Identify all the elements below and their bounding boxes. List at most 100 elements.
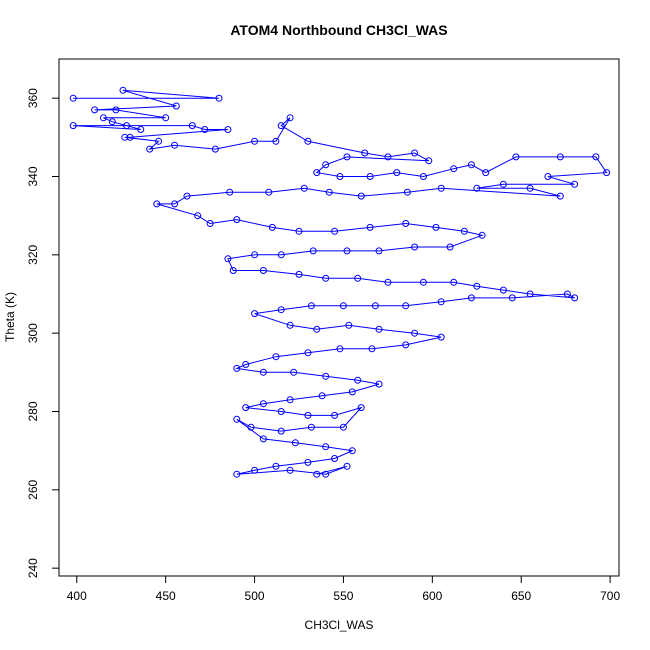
data-point bbox=[309, 247, 317, 255]
data-point bbox=[265, 188, 273, 196]
data-point bbox=[322, 443, 330, 451]
data-point bbox=[571, 294, 579, 302]
data-point bbox=[402, 341, 410, 349]
data-point bbox=[512, 153, 520, 161]
data-point bbox=[499, 180, 507, 188]
data-point bbox=[348, 388, 356, 396]
y-tick-label: 260 bbox=[26, 480, 40, 500]
data-point bbox=[155, 137, 163, 145]
series-line bbox=[73, 89, 608, 475]
data-point bbox=[419, 278, 427, 286]
x-tick-label: 700 bbox=[600, 589, 620, 603]
data-point bbox=[419, 173, 427, 180]
data-point bbox=[91, 106, 99, 114]
data-point bbox=[473, 282, 481, 290]
data-point bbox=[556, 192, 564, 200]
data-point bbox=[331, 455, 339, 462]
y-tick-label: 280 bbox=[26, 401, 40, 421]
data-point bbox=[259, 435, 267, 443]
y-tick-label: 240 bbox=[26, 558, 40, 578]
data-point bbox=[371, 302, 379, 310]
data-point bbox=[247, 423, 255, 431]
data-point bbox=[393, 169, 401, 177]
data-point bbox=[153, 200, 161, 208]
data-point bbox=[123, 122, 131, 130]
data-point bbox=[343, 153, 351, 161]
data-point bbox=[450, 278, 458, 286]
data-point bbox=[172, 102, 180, 110]
data-point bbox=[437, 298, 445, 306]
data-point bbox=[233, 216, 241, 224]
data-point bbox=[304, 349, 312, 357]
data-point bbox=[402, 302, 410, 310]
data-point bbox=[286, 114, 294, 122]
y-axis-label: Theta (K) bbox=[3, 292, 17, 342]
data-point bbox=[339, 302, 347, 310]
data-point bbox=[411, 149, 419, 157]
y-tick-label: 300 bbox=[26, 323, 40, 343]
data-point bbox=[226, 188, 234, 196]
data-point bbox=[345, 321, 353, 329]
x-tick-label: 400 bbox=[67, 589, 87, 603]
data-point bbox=[224, 255, 232, 263]
data-point bbox=[268, 223, 276, 231]
data-point bbox=[318, 392, 326, 400]
data-point bbox=[112, 106, 120, 114]
data-point bbox=[603, 169, 611, 177]
data-point bbox=[339, 423, 347, 431]
data-point bbox=[544, 173, 552, 180]
data-point bbox=[295, 227, 303, 235]
y-tick-label: 360 bbox=[26, 88, 40, 108]
data-point bbox=[277, 122, 285, 130]
data-point bbox=[446, 243, 454, 251]
data-point bbox=[425, 157, 433, 165]
data-point bbox=[126, 133, 134, 141]
data-point bbox=[304, 137, 312, 145]
data-point bbox=[313, 470, 321, 478]
data-point bbox=[137, 126, 145, 133]
data-point bbox=[259, 400, 267, 408]
data-point bbox=[437, 333, 445, 341]
data-point bbox=[69, 122, 77, 130]
data-point bbox=[460, 227, 468, 235]
data-point bbox=[357, 192, 365, 200]
data-point bbox=[467, 161, 475, 169]
data-point bbox=[432, 223, 440, 231]
data-point bbox=[375, 380, 383, 388]
data-point bbox=[251, 310, 259, 318]
data-point bbox=[343, 462, 351, 470]
y-tick-label: 340 bbox=[26, 166, 40, 186]
data-point bbox=[201, 126, 209, 133]
data-point bbox=[215, 94, 223, 102]
data-point bbox=[368, 345, 376, 353]
data-point bbox=[277, 251, 285, 259]
data-point bbox=[402, 220, 410, 227]
data-point bbox=[108, 118, 116, 126]
series-layer bbox=[69, 86, 611, 478]
data-point bbox=[331, 227, 339, 235]
data-point bbox=[336, 173, 344, 180]
y-tick-label: 320 bbox=[26, 245, 40, 265]
data-point bbox=[592, 153, 600, 161]
data-point bbox=[375, 247, 383, 255]
data-point bbox=[354, 376, 362, 384]
data-point bbox=[354, 274, 362, 282]
data-point bbox=[526, 184, 534, 192]
data-point bbox=[69, 94, 77, 102]
x-axis-label: CH3Cl_WAS bbox=[305, 618, 374, 632]
data-point bbox=[478, 231, 486, 239]
data-point bbox=[233, 364, 241, 372]
data-point bbox=[357, 404, 365, 412]
data-point bbox=[331, 411, 339, 419]
data-point bbox=[437, 184, 445, 192]
data-point bbox=[375, 325, 383, 333]
data-point bbox=[556, 153, 564, 161]
data-point bbox=[251, 466, 259, 474]
data-point bbox=[336, 345, 344, 353]
data-point bbox=[194, 212, 202, 220]
data-point bbox=[272, 462, 280, 470]
data-point bbox=[242, 361, 250, 368]
data-point bbox=[259, 368, 267, 376]
data-point bbox=[313, 325, 321, 333]
data-point bbox=[162, 114, 170, 122]
